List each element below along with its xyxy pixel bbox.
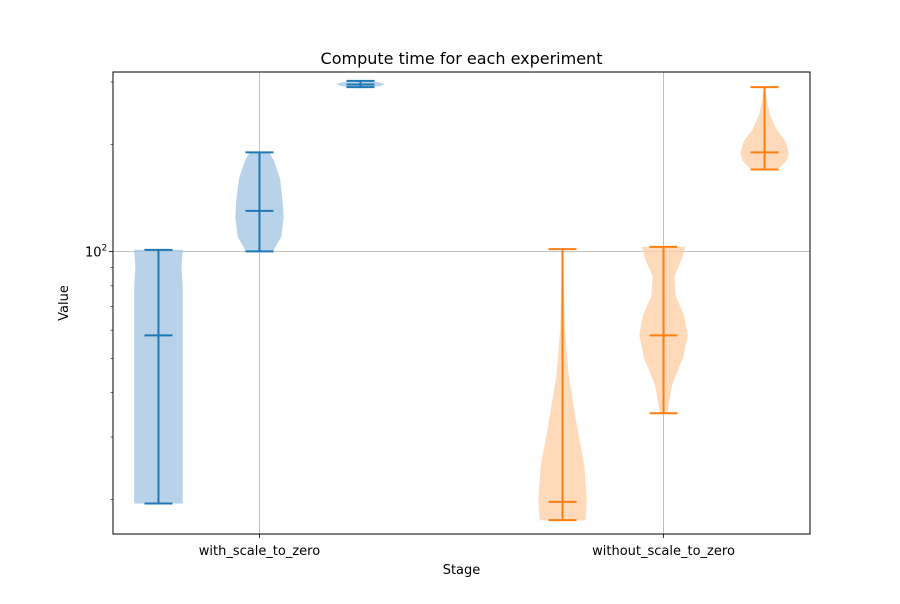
x-tick-label: with_scale_to_zero xyxy=(199,544,321,559)
axis-ticks: with_scale_to_zero without_scale_to_zero1… xyxy=(85,81,735,559)
x-tick-label: without_scale_to_zero xyxy=(592,544,735,559)
plot-frame xyxy=(112,71,811,535)
y-axis-label: Value xyxy=(57,285,72,321)
x-axis-label: Stage xyxy=(443,563,481,578)
chart-title: Compute time for each experiment xyxy=(321,49,603,68)
violins xyxy=(134,79,789,522)
